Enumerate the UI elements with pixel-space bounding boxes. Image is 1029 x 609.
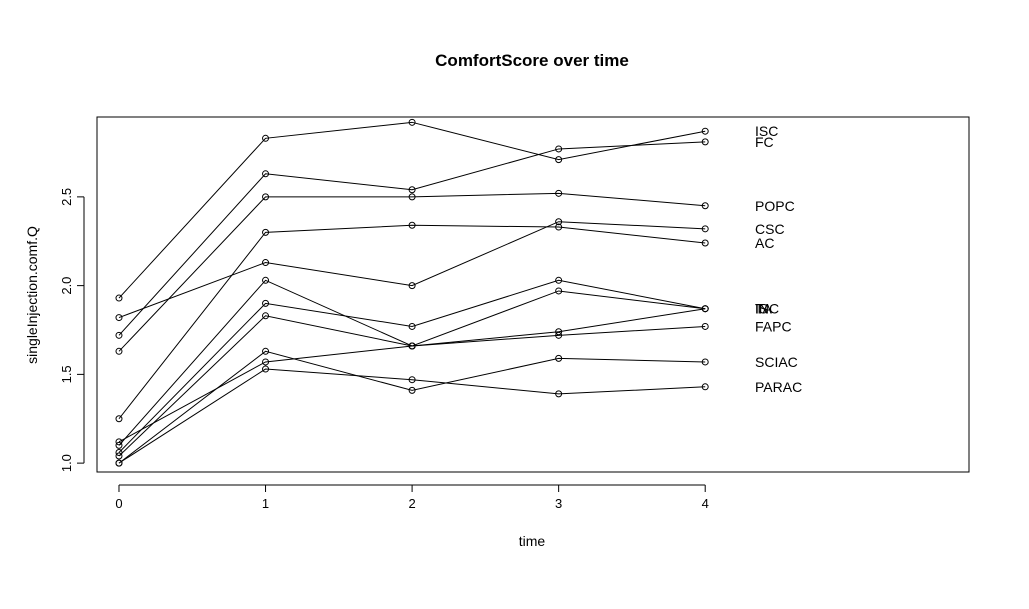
series-inc: INC bbox=[115, 276, 779, 456]
data-point bbox=[555, 218, 563, 226]
data-point bbox=[408, 386, 416, 394]
data-point bbox=[701, 239, 709, 247]
x-axis-label: time bbox=[519, 533, 546, 549]
series-line bbox=[118, 279, 706, 453]
series-csc: CSC bbox=[115, 218, 785, 322]
series-line bbox=[118, 121, 706, 299]
chart-title: ComfortScore over time bbox=[435, 51, 629, 70]
data-point bbox=[408, 342, 416, 350]
x-tick-label: 0 bbox=[115, 496, 122, 511]
series-ta: TA bbox=[115, 301, 773, 460]
data-point bbox=[262, 228, 270, 236]
x-axis: 0 1 2 3 4 bbox=[115, 484, 709, 511]
series-isc: ISC bbox=[115, 118, 778, 302]
data-point bbox=[408, 118, 416, 126]
data-point bbox=[408, 282, 416, 290]
data-point bbox=[115, 441, 123, 449]
data-point bbox=[262, 299, 270, 307]
data-point bbox=[555, 276, 563, 284]
data-point bbox=[701, 225, 709, 233]
data-point bbox=[115, 438, 123, 446]
data-point bbox=[555, 328, 563, 336]
series-label: PARAC bbox=[755, 379, 802, 395]
data-point bbox=[262, 347, 270, 355]
data-point bbox=[555, 156, 563, 164]
series-parac: PARAC bbox=[115, 365, 802, 467]
data-point bbox=[701, 127, 709, 135]
data-point bbox=[115, 294, 123, 302]
y-tick-label: 1.0 bbox=[59, 454, 74, 472]
y-axis-label: singleInjection.comf.Q bbox=[24, 226, 40, 364]
data-point bbox=[115, 331, 123, 339]
series-label: IS bbox=[755, 301, 768, 317]
series-line bbox=[118, 221, 706, 319]
data-point bbox=[115, 347, 123, 355]
series-line bbox=[118, 325, 706, 443]
data-point bbox=[262, 259, 270, 267]
series-label: FAPC bbox=[755, 318, 792, 334]
series-label: TA bbox=[755, 301, 773, 317]
series-popc: POPC bbox=[115, 189, 795, 355]
data-point bbox=[262, 170, 270, 178]
series-line bbox=[118, 224, 706, 420]
series-label: CSC bbox=[755, 221, 785, 237]
data-point bbox=[262, 276, 270, 284]
data-point bbox=[701, 322, 709, 330]
series-label: SCIAC bbox=[755, 354, 798, 370]
data-point bbox=[555, 287, 563, 295]
data-point bbox=[115, 452, 123, 460]
series-label: FC bbox=[755, 134, 774, 150]
data-point bbox=[262, 312, 270, 320]
series-line bbox=[118, 350, 706, 464]
x-tick-label: 4 bbox=[702, 496, 709, 511]
series-label: ISC bbox=[755, 123, 778, 139]
series-line bbox=[118, 192, 706, 352]
y-tick-label: 2.0 bbox=[59, 277, 74, 295]
y-tick-label: 1.5 bbox=[59, 365, 74, 383]
x-tick-label: 1 bbox=[262, 496, 269, 511]
series-fc: FC bbox=[115, 134, 774, 339]
data-point bbox=[115, 314, 123, 322]
series-label: INC bbox=[755, 301, 779, 317]
data-point bbox=[555, 390, 563, 398]
data-point bbox=[701, 138, 709, 146]
series-label: AC bbox=[755, 235, 774, 251]
data-point bbox=[408, 376, 416, 384]
series-sciac: SCIAC bbox=[115, 347, 798, 467]
y-axis: 1.0 1.5 2.0 2.5 bbox=[59, 188, 85, 472]
data-point bbox=[408, 221, 416, 229]
series-line bbox=[118, 141, 706, 336]
x-tick-label: 2 bbox=[408, 496, 415, 511]
x-tick-label: 3 bbox=[555, 496, 562, 511]
data-point bbox=[555, 223, 563, 231]
data-point bbox=[262, 193, 270, 201]
y-tick-label: 2.5 bbox=[59, 188, 74, 206]
data-point bbox=[115, 415, 123, 423]
data-point bbox=[115, 459, 123, 467]
data-point bbox=[262, 134, 270, 142]
data-point bbox=[408, 322, 416, 330]
series-label: POPC bbox=[755, 198, 795, 214]
data-point bbox=[262, 365, 270, 373]
data-point bbox=[701, 383, 709, 391]
data-point bbox=[555, 354, 563, 362]
data-point bbox=[408, 193, 416, 201]
series-ac: AC bbox=[115, 221, 774, 423]
data-point bbox=[701, 202, 709, 210]
data-point bbox=[555, 189, 563, 197]
data-point bbox=[408, 186, 416, 194]
series-is: IS bbox=[115, 276, 768, 449]
data-point bbox=[555, 145, 563, 153]
plot-frame bbox=[96, 116, 970, 473]
data-point bbox=[262, 358, 270, 366]
series-line bbox=[118, 368, 706, 464]
data-point bbox=[555, 331, 563, 339]
data-point bbox=[701, 358, 709, 366]
data-point bbox=[701, 305, 709, 313]
